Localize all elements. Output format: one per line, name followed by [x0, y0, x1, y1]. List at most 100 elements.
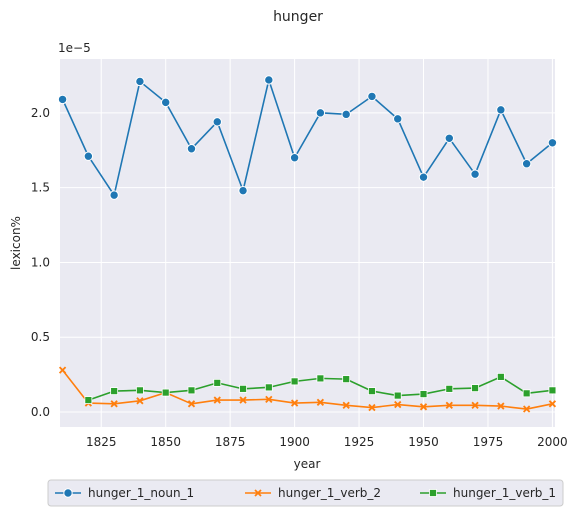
y-tick-label: 1.5 — [31, 181, 50, 195]
data-point — [368, 403, 376, 412]
data-point — [521, 159, 532, 169]
data-point — [83, 151, 94, 161]
x-tick-label: 1925 — [344, 435, 375, 449]
data-point — [393, 114, 403, 124]
data-point — [471, 401, 479, 409]
data-point-stroke — [445, 401, 453, 409]
data-point — [110, 400, 118, 408]
y-tick-label: 0.5 — [31, 330, 50, 344]
y-offset-label: 1e−5 — [58, 41, 91, 55]
data-point-stroke — [368, 403, 376, 412]
data-point-stroke — [110, 400, 118, 408]
data-point — [470, 169, 480, 179]
data-point — [342, 375, 351, 384]
data-point-stroke — [471, 401, 479, 409]
data-point — [367, 91, 377, 102]
data-point-stroke — [239, 396, 247, 404]
legend-marker — [63, 488, 73, 498]
tick-labels: 1825 1850 1875 1900 1925 1950 1975 2000 0.0 0.5 1.… — [31, 106, 568, 449]
data-point — [264, 383, 273, 392]
x-tick-label: 2000 — [537, 435, 568, 449]
grid — [60, 59, 555, 427]
data-point — [213, 378, 222, 387]
data-point — [523, 405, 531, 413]
legend: hunger_1_noun_1 hunger_1_verb_2 hunger_1_v… — [47, 479, 564, 507]
data-point-stroke — [187, 400, 196, 408]
series-lines — [57, 75, 558, 413]
legend-marker — [254, 489, 262, 497]
data-point — [212, 117, 222, 127]
data-point — [444, 133, 454, 143]
data-point — [393, 391, 402, 400]
data-point — [547, 138, 558, 148]
plot-area — [60, 59, 555, 427]
series-line — [61, 79, 553, 196]
y-tick-label: 0.0 — [31, 405, 50, 419]
data-point-stroke — [548, 400, 557, 408]
x-tick-label: 1950 — [408, 435, 439, 449]
data-point — [496, 372, 505, 381]
x-tick-label: 1975 — [473, 435, 504, 449]
legend-entry-hunger_1_noun_1: hunger_1_noun_1 — [55, 486, 194, 500]
data-point — [187, 400, 196, 408]
data-point — [161, 388, 170, 397]
data-point-stroke — [265, 395, 273, 403]
chart-title: hunger — [273, 9, 323, 25]
data-point-stroke — [213, 396, 221, 404]
data-point — [368, 387, 376, 395]
data-point — [239, 384, 247, 393]
data-point — [419, 390, 428, 398]
data-point — [394, 400, 402, 409]
data-point — [290, 399, 299, 407]
legend-label: hunger_1_verb_1 — [453, 486, 556, 500]
data-point — [264, 75, 274, 85]
y-tick-label: 1.0 — [31, 255, 50, 269]
data-point — [341, 109, 351, 120]
data-point — [316, 398, 325, 406]
data-point — [109, 190, 119, 200]
series-hunger_1_noun_1 — [57, 75, 558, 200]
data-point — [471, 384, 479, 393]
x-axis-label: year — [294, 457, 321, 471]
data-point — [419, 403, 428, 411]
data-point — [186, 144, 197, 154]
data-point — [548, 386, 557, 395]
legend-marker — [429, 489, 437, 497]
legend-label: hunger_1_noun_1 — [88, 486, 194, 500]
legend-label: hunger_1_verb_2 — [278, 486, 381, 500]
data-point — [136, 397, 144, 405]
data-point — [342, 401, 350, 409]
data-point — [239, 396, 247, 404]
x-tick-label: 1850 — [150, 435, 181, 449]
data-point-stroke — [290, 399, 299, 407]
data-point — [418, 172, 429, 182]
data-point-stroke — [497, 402, 505, 410]
data-point — [290, 377, 299, 386]
legend-entry-hunger_1_verb_1: hunger_1_verb_1 — [420, 486, 556, 500]
data-point — [238, 185, 248, 196]
data-point — [135, 76, 145, 87]
data-point-stroke — [342, 401, 350, 409]
data-point-stroke — [419, 403, 428, 411]
x-tick-label: 1825 — [86, 435, 117, 449]
data-point — [496, 105, 506, 115]
series-line — [61, 369, 553, 410]
data-point — [265, 395, 273, 403]
data-point — [497, 402, 505, 410]
legend-frame — [47, 479, 564, 507]
data-point — [316, 374, 325, 383]
data-point — [161, 97, 171, 108]
y-tick-label: 2.0 — [31, 106, 50, 120]
data-point-stroke — [523, 405, 531, 413]
data-point-stroke — [136, 397, 144, 405]
data-point — [289, 153, 300, 163]
data-point — [58, 366, 67, 374]
data-point — [57, 94, 68, 105]
legend-marker-stroke — [254, 489, 262, 497]
data-point — [548, 400, 557, 408]
data-point — [445, 401, 453, 409]
data-point-stroke — [316, 398, 325, 406]
legend-entry-hunger_1_verb_2: hunger_1_verb_2 — [245, 486, 381, 500]
data-point — [187, 386, 196, 395]
